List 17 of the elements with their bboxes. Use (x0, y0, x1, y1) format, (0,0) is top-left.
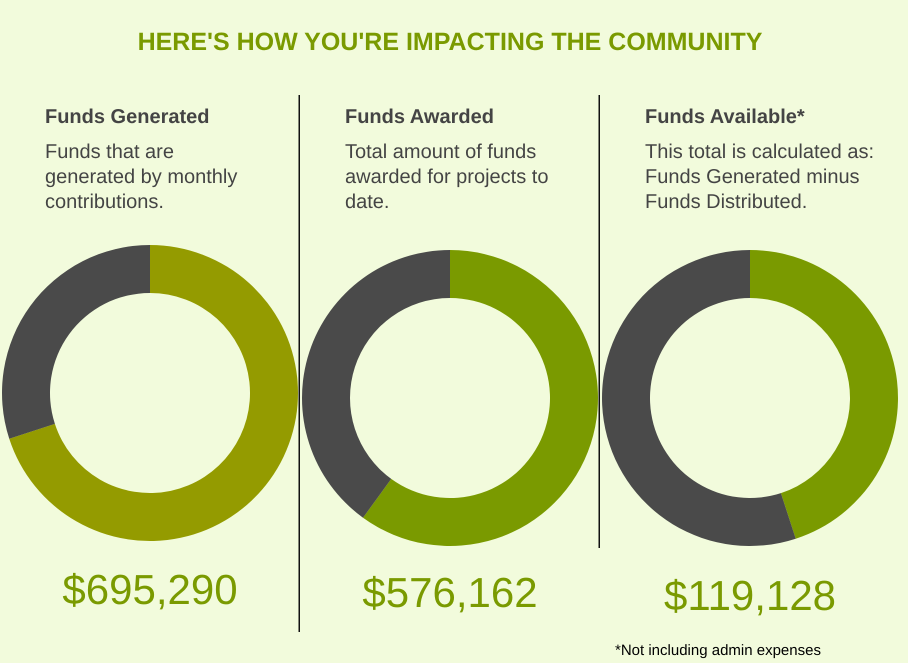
chart-title: Funds Available* (645, 106, 805, 128)
donut-slice (363, 250, 598, 546)
text: *Not including admin expenses (615, 642, 821, 659)
donut-slice (302, 250, 450, 518)
donut-slice (602, 250, 796, 546)
text: $695,290 (62, 566, 238, 613)
donut-slice (750, 250, 898, 539)
text: HERE'S HOW YOU'RE IMPACTING THE COMMUNITY (138, 28, 763, 56)
chart-title: Funds Awarded (345, 106, 494, 128)
chart-subtitle: Funds that are generated by monthly contributions. (45, 141, 238, 213)
chart-subtitle: This total is calculated as: Funds Generated minus Funds Distributed. (645, 141, 874, 213)
donut-slice (2, 245, 150, 439)
chart-title: Funds Generated (45, 106, 210, 128)
donut-slice (9, 245, 298, 541)
chart-subtitle: Total amount of funds awarded for projects to date. (345, 141, 548, 213)
text: $576,162 (362, 569, 538, 616)
text: $119,128 (664, 572, 836, 619)
